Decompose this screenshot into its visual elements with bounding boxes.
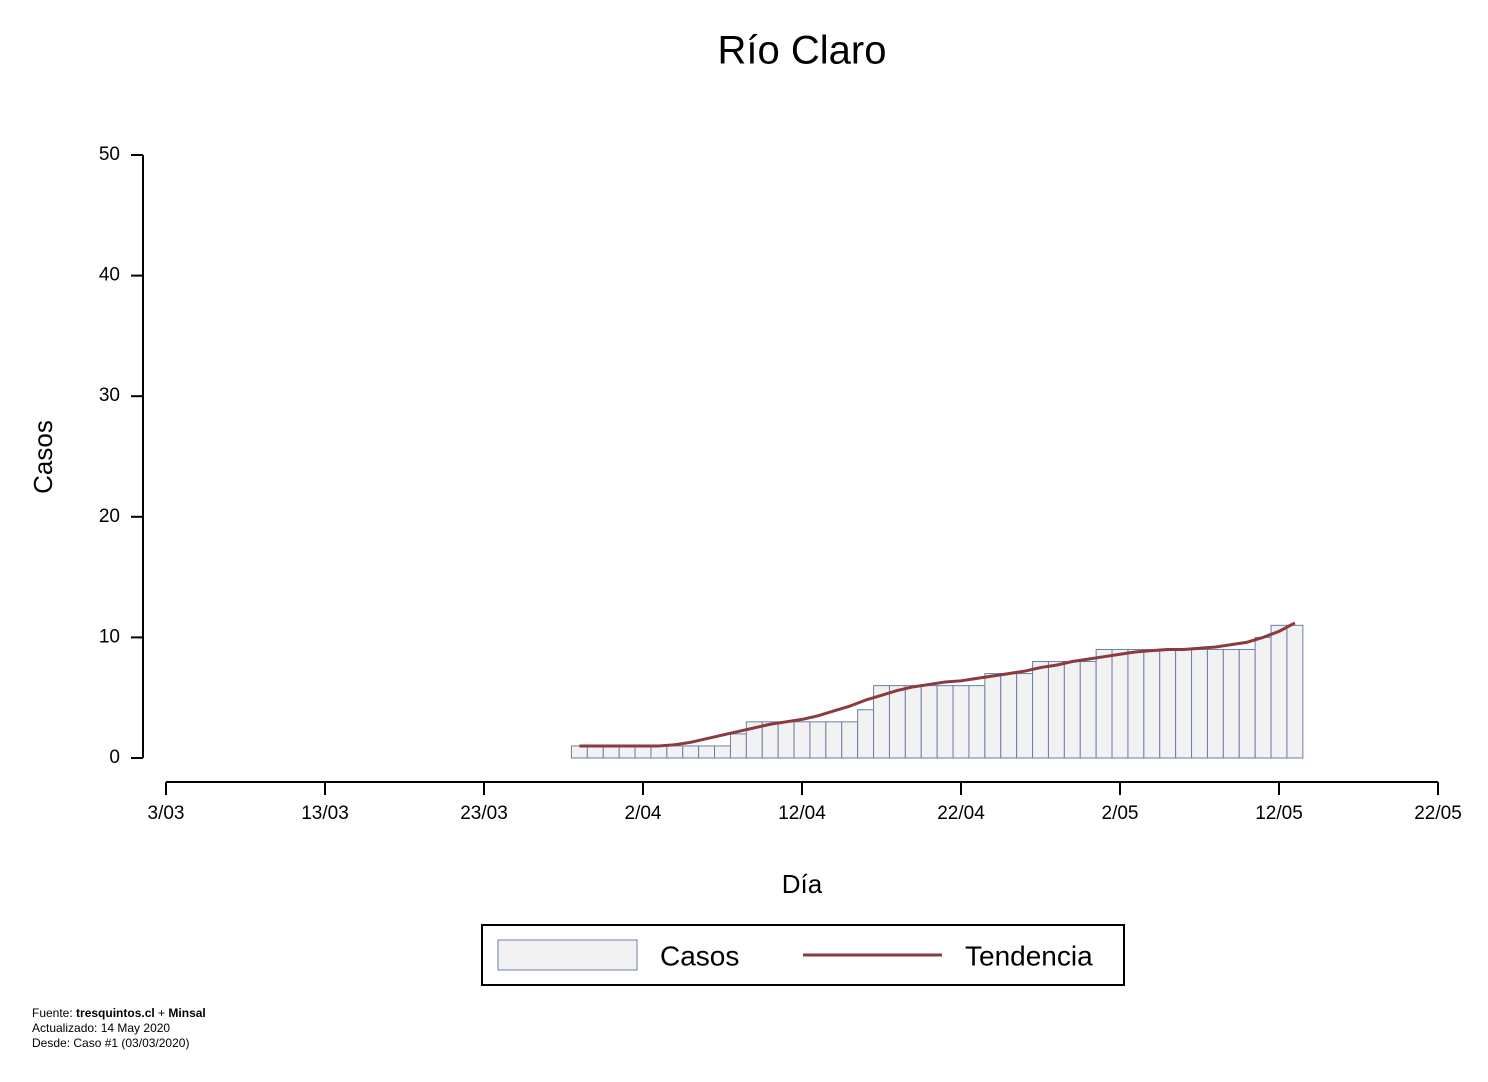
bar [920, 685, 938, 759]
footer-since: Desde: Caso #1 (03/03/2020) [32, 1036, 189, 1050]
footer-text: Minsal [168, 1006, 205, 1020]
y-tick-label: 40 [99, 265, 120, 286]
bar [1127, 648, 1145, 759]
y-tick-label: 0 [109, 747, 120, 768]
bar [1254, 636, 1272, 759]
bar [1016, 673, 1034, 759]
x-tick-label: 3/03 [148, 803, 185, 824]
bar [1000, 673, 1018, 759]
y-tick-label: 20 [99, 506, 120, 527]
bar [1238, 648, 1256, 759]
x-tick-label: 22/04 [937, 803, 985, 824]
bar [634, 745, 652, 759]
bar [650, 745, 668, 759]
bar [761, 721, 779, 759]
bar [570, 745, 588, 759]
x-tick-label: 12/05 [1255, 803, 1303, 824]
y-axis-title: Casos [28, 420, 58, 494]
x-tick-label: 12/04 [778, 803, 826, 824]
bar [777, 721, 795, 759]
bar [841, 721, 859, 759]
bar [888, 685, 906, 759]
footer-text: tresquintos.cl [76, 1006, 155, 1020]
bar [1111, 648, 1129, 759]
x-axis-title: Día [782, 869, 823, 899]
bar [809, 721, 827, 759]
bar [1286, 624, 1304, 759]
bar [666, 745, 684, 759]
x-tick-label: 2/04 [625, 803, 662, 824]
trend-line [579, 621, 1296, 748]
footer-text: Fuente: [32, 1006, 76, 1020]
bar [825, 721, 843, 759]
legend-label: Tendencia [965, 940, 1093, 971]
chart-title: Río Claro [718, 29, 887, 73]
bar [904, 685, 922, 759]
bar [1206, 648, 1224, 759]
bar [1191, 648, 1208, 759]
footer-source: Fuente: tresquintos.cl + Minsal [32, 1006, 206, 1020]
x-tick-label: 2/05 [1102, 803, 1139, 824]
legend-label: Casos [660, 940, 739, 971]
bar [1143, 648, 1161, 759]
bar [1095, 648, 1113, 759]
bar [1175, 648, 1193, 759]
bar [714, 745, 731, 759]
bar [1270, 624, 1288, 759]
footer-text: + [155, 1006, 169, 1020]
x-tick-label: 23/03 [460, 803, 508, 824]
bar [952, 685, 970, 759]
y-tick-label: 10 [99, 626, 120, 647]
y-tick-label: 50 [99, 144, 120, 165]
bar [1079, 661, 1097, 759]
bar [602, 745, 620, 759]
bar [1047, 661, 1065, 759]
bar [984, 673, 1002, 759]
bar [682, 745, 700, 759]
y-tick-label: 30 [99, 385, 120, 406]
bar [857, 709, 875, 759]
bar [936, 685, 954, 759]
bar [968, 685, 986, 759]
bar [698, 745, 716, 759]
bar [1032, 661, 1049, 759]
legend-swatch [497, 939, 638, 971]
bar [618, 745, 636, 759]
bar [729, 733, 747, 759]
bar [1063, 661, 1081, 759]
footer-updated: Actualizado: 14 May 2020 [32, 1021, 170, 1035]
bar [1222, 648, 1240, 759]
bar [793, 721, 811, 759]
x-tick-label: 13/03 [301, 803, 349, 824]
bar [1159, 648, 1177, 759]
bar [586, 745, 604, 759]
x-tick-label: 22/05 [1414, 803, 1462, 824]
